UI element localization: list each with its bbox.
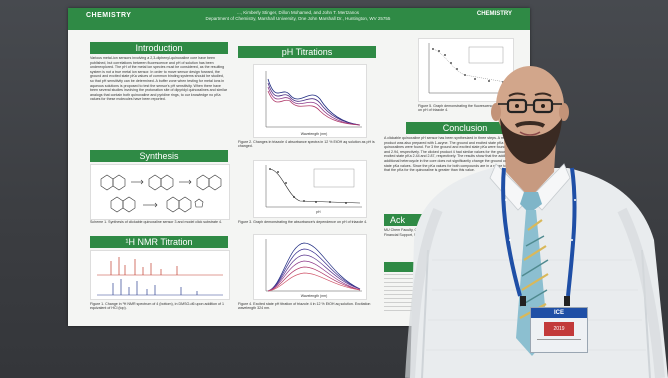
header-authors: ..., Kimberly Stinger, Dillon Mohamed, a… xyxy=(178,10,418,22)
section-synthesis: Synthesis xyxy=(90,150,228,162)
absorbance-spectra-chart: Wavelength (nm) xyxy=(253,64,367,138)
fluorescence-vs-ph-chart xyxy=(418,38,514,102)
figure4-caption: Figure 4. Excited state pH titration of … xyxy=(238,302,371,311)
nmr-spectrum xyxy=(90,250,230,300)
intro-text: Various metal-ion sensors involving a 2,… xyxy=(90,56,228,102)
scheme-caption: Scheme 1. Synthesis of clickable quinoxa… xyxy=(90,220,223,224)
references-bar xyxy=(384,262,424,272)
axis-label-wavelength-2: Wavelength (nm) xyxy=(301,294,328,298)
figure3-caption: Figure 3. Graph demonstrating the absorb… xyxy=(238,220,368,224)
section-ph-titrations: pH Titrations xyxy=(238,46,376,58)
figure5-caption: Figure 5. Graph demonstrating the fluore… xyxy=(418,104,516,113)
presenter-person xyxy=(405,66,668,378)
section-nmr: ¹H NMR Titration xyxy=(90,236,228,248)
nmr-caption: Figure 1. Change in ¹H NMR spectrum of 4… xyxy=(90,302,225,311)
poster-header: CHEMISTRY ..., Kimberly Stinger, Dillon … xyxy=(68,8,530,30)
section-conclusion: Conclusion xyxy=(406,122,524,134)
affiliation-line: Department of Chemistry, Marshall Univer… xyxy=(205,16,391,21)
name-badge: ICE 2019 xyxy=(530,307,588,353)
authors-line: ..., Kimberly Stinger, Dillon Mohamed, a… xyxy=(237,10,359,15)
absorbance-vs-ph-chart: pH xyxy=(253,160,367,218)
badge-title: ICE xyxy=(531,308,587,318)
figure2-caption: Figure 2. Changes in triazole 4 absorban… xyxy=(238,140,375,149)
badge-divider xyxy=(537,339,581,340)
badge-subtitle: 2019 xyxy=(544,322,574,336)
conclusion-text: A clickable quinoxaline pH sensor has be… xyxy=(384,136,523,173)
header-logo-left: CHEMISTRY xyxy=(86,12,132,19)
section-introduction: Introduction xyxy=(90,42,228,54)
research-poster: CHEMISTRY ..., Kimberly Stinger, Dillon … xyxy=(68,8,530,326)
axis-label-wavelength: Wavelength (nm) xyxy=(301,132,328,136)
header-logo-right: CHEMISTRY xyxy=(476,11,512,17)
synthesis-scheme xyxy=(90,164,230,220)
fluorescence-spectra-chart: Wavelength (nm) xyxy=(253,234,367,300)
ack-text: MU Chem Faculty, Quillinan, Dr. ..., Fin… xyxy=(384,228,443,237)
axis-label-ph: pH xyxy=(316,210,321,214)
